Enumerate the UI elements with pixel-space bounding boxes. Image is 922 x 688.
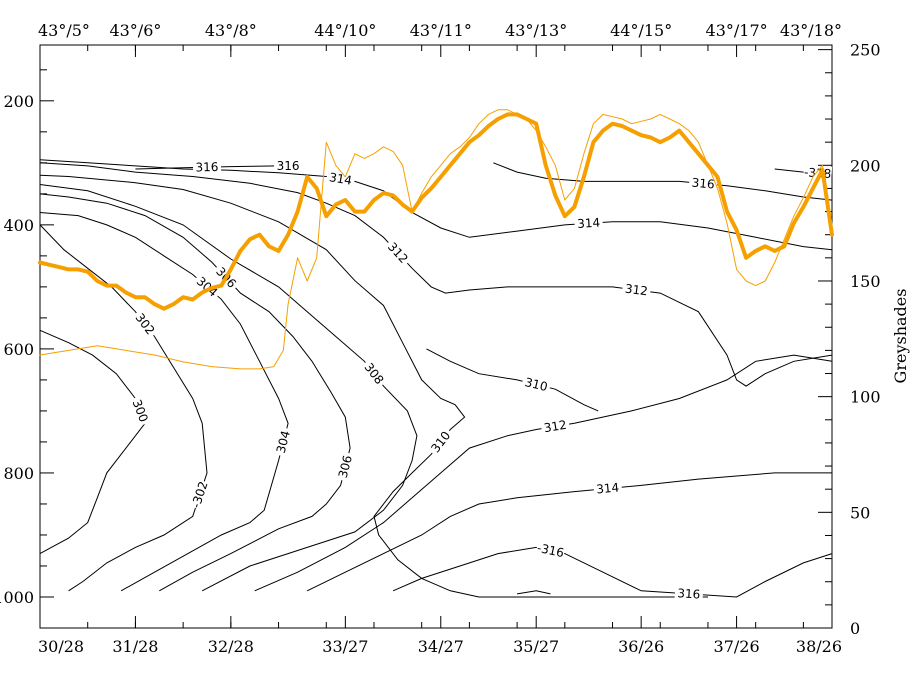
contour-label: 304 [274, 429, 293, 455]
contour-label-bg [540, 417, 571, 435]
y-left-tick-label: 1000 [0, 588, 34, 607]
x-tick-label-top: 43°/5° [38, 21, 90, 40]
contour-label-bg [621, 281, 652, 298]
x-tick-label-bottom: 30/28 [38, 637, 84, 656]
x-tick-label-bottom: 36/26 [618, 637, 664, 656]
y-left-tick-label: 400 [3, 216, 34, 235]
axis-ticks [39, 45, 833, 629]
x-tick-label-top: 43°/13° [505, 21, 567, 40]
contour-label-bg [192, 272, 223, 301]
x-tick-label-bottom: 33/27 [322, 637, 368, 656]
y-right-tick-label: 200 [850, 156, 881, 175]
contour-line [39, 162, 833, 387]
contour-label: 316 [195, 160, 218, 175]
y-right-tick-label: 250 [850, 41, 881, 60]
contour-label-bg [325, 169, 356, 188]
contour-label: 306 [336, 454, 355, 480]
y-right-tick-label: 100 [850, 388, 881, 407]
contour-label: 312 [543, 418, 568, 435]
contour-label: 310 [523, 375, 549, 394]
x-tick-label-top: 44°/15° [610, 21, 672, 40]
right-axis-title: Greyshades [891, 289, 910, 384]
contour-line [39, 224, 208, 592]
contour-line [392, 546, 833, 598]
contour-line [39, 184, 418, 592]
contour-label-bg [674, 585, 704, 601]
y-right-tick-label: 50 [850, 503, 870, 522]
contour-label-bg [535, 540, 566, 560]
contour-line [254, 354, 833, 592]
x-tick-label-bottom: 35/27 [513, 637, 559, 656]
plot-frame [39, 44, 833, 629]
greyshade-thick-line [38, 112, 834, 311]
axis-labels: 30/28 43°/5° 31/28 43°/6° 32/28 43°/8° 33/27 44… [0, 21, 881, 656]
x-tick-label-bottom: 32/28 [208, 637, 254, 656]
contour-lines: 300-302302304304306306308310310312312314… [39, 158, 833, 602]
contour-line [39, 212, 289, 592]
contour-line [493, 162, 833, 201]
contour-label-bg [383, 237, 413, 268]
x-tick-label-bottom: 31/28 [112, 637, 158, 656]
contour-label-bg [273, 426, 293, 457]
contour-label-bg [131, 308, 160, 339]
y-left-tick-label: 800 [3, 464, 34, 483]
contour-label-bg [192, 159, 222, 174]
contour-label: 314 [596, 480, 620, 496]
x-tick-label-top: 43°/8° [205, 21, 257, 40]
contour-label-bg [426, 426, 455, 457]
contour-label: 316 [691, 176, 715, 192]
contour-label-bg [274, 158, 303, 172]
contour-label-bg [574, 215, 604, 231]
x-tick-label-top: 43°/18° [780, 21, 842, 40]
contour-label: 314 [577, 216, 601, 231]
x-tick-label-bottom: 37/26 [714, 637, 760, 656]
contour-label: 314 [328, 170, 353, 188]
contour-label-bg [188, 479, 210, 510]
x-tick-label-top: 43°/6° [109, 21, 161, 40]
contour-label-bg [335, 451, 355, 482]
contour-label-bg [129, 395, 152, 427]
x-tick-label-top: 43°/11° [410, 21, 472, 40]
contour-label-bg [688, 175, 718, 191]
contour-line [426, 348, 599, 412]
contour-line [39, 329, 146, 555]
contour-label: 300 [130, 398, 151, 424]
contour-label: 316 [677, 586, 701, 601]
contour-label-bg [593, 480, 623, 496]
x-tick-label-top: 44°/10° [314, 21, 376, 40]
contour-label: -302 [189, 480, 211, 510]
y-left-tick-label: 600 [3, 340, 34, 359]
x-tick-label-bottom: 38/26 [796, 637, 842, 656]
contour-line [517, 590, 551, 595]
greyshade-thin-line [39, 109, 833, 370]
x-tick-label-bottom: 34/27 [418, 637, 464, 656]
contour-line [39, 174, 708, 598]
y-left-tick-label: 200 [3, 92, 34, 111]
contour-label: -316 [536, 541, 566, 560]
contour-label-bg [521, 374, 552, 394]
y-right-tick-label: 150 [850, 272, 881, 291]
contour-line [306, 472, 832, 592]
contour-label: 316 [277, 159, 300, 173]
contour-label: 312 [624, 282, 649, 299]
y-right-tick-label: 0 [850, 619, 860, 638]
contour-label-bg [360, 358, 389, 389]
greyshade-lines [38, 109, 834, 370]
x-tick-label-top: 43°/17° [706, 21, 768, 40]
contour-line [39, 159, 833, 251]
contour-line [39, 193, 351, 592]
